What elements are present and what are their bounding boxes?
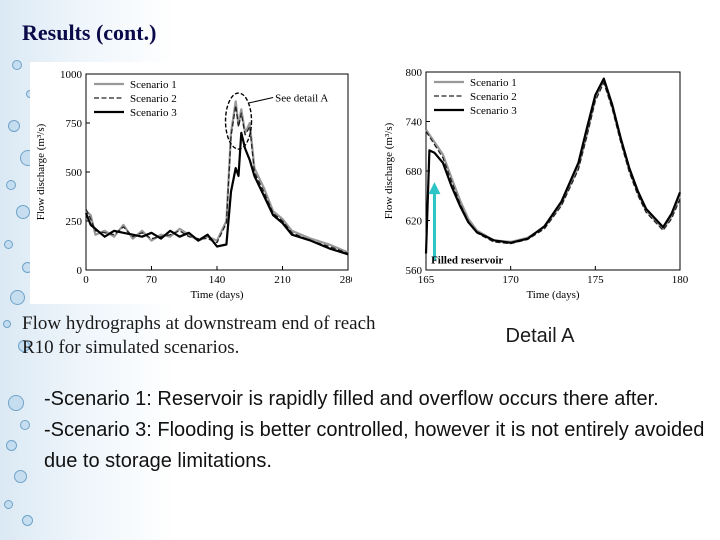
chart-detail-a: 165 170 175 180 560 620 680 740 800 Time (days) Fl…: [378, 62, 696, 304]
y-tick-label: 620: [406, 216, 423, 228]
series-line-1: [85, 100, 349, 254]
bullet-scenario-1: -Scenario 1: Reservoir is rapidly filled…: [44, 388, 659, 410]
y-tick-label: 0: [77, 265, 83, 277]
arrow-head: [428, 182, 441, 195]
slide-title: Results (cont.): [22, 20, 157, 45]
chart-flow-hydrograph-svg: 0 70 140 210 280 0 250 500 750 1000 Time (days) Flo…: [35, 69, 357, 301]
y-tick-label: 560: [406, 265, 423, 277]
bubble-decoration: [20, 420, 30, 430]
bubble-decoration: [18, 340, 30, 352]
bubble-decoration: [22, 515, 33, 526]
y-tick-label: 500: [66, 167, 83, 179]
bubble-decoration: [14, 470, 27, 483]
chart-flow-hydrograph: 0 70 140 210 280 0 250 500 750 1000 Time (days) Flo…: [30, 62, 357, 304]
series-line-3: [84, 131, 349, 256]
y-tick-label: 250: [66, 216, 83, 228]
x-tick-label: 70: [146, 274, 158, 286]
legend-label: Scenario 3: [130, 107, 177, 119]
series-line-1: [425, 79, 682, 243]
legend-label: Scenario 1: [470, 77, 517, 89]
bubble-decoration: [3, 320, 11, 328]
series-line-3: [424, 77, 682, 254]
legend-label: Scenario 2: [130, 93, 177, 105]
x-tick-label: 165: [418, 274, 435, 286]
detail-a-circle: [224, 92, 253, 150]
y-axis-label: Flow discharge (m³/s): [35, 123, 47, 220]
bullet-scenario-3: -Scenario 3: Flooding is better controll…: [44, 419, 705, 472]
y-tick-label: 680: [406, 166, 423, 178]
bubble-decoration: [16, 205, 30, 219]
legend-label: Scenario 2: [470, 91, 517, 103]
plot-frame: [425, 71, 681, 271]
series-line-2: [85, 104, 349, 254]
x-tick-label: 210: [274, 274, 291, 286]
annotation-leader-line: [248, 97, 274, 104]
bubble-decoration: [8, 395, 24, 411]
x-tick-label: 0: [83, 274, 89, 286]
y-tick-label: 750: [66, 118, 83, 130]
chart-detail-a-svg: 165 170 175 180 560 620 680 740 800 Time (days) Fl…: [383, 67, 689, 301]
x-tick-label: 280: [340, 274, 352, 286]
bubble-decoration: [4, 500, 13, 509]
x-tick-label: 170: [502, 274, 519, 286]
x-tick-label: 140: [209, 274, 226, 286]
x-axis-label: Time (days): [190, 289, 243, 301]
y-tick-label: 1000: [60, 69, 83, 81]
y-axis-label: Flow discharge (m³/s): [383, 122, 395, 219]
y-tick-label: 800: [406, 67, 423, 79]
bubble-decoration: [4, 240, 13, 249]
x-tick-label: 175: [587, 274, 604, 286]
x-tick-label: 180: [672, 274, 689, 286]
bubble-decoration: [6, 440, 17, 451]
bubble-decoration: [10, 290, 25, 305]
annotation-filled-reservoir: Filled reservoir: [431, 254, 503, 266]
bullet-list: -Scenario 1: Reservoir is rapidly filled…: [44, 384, 706, 477]
legend-label: Scenario 1: [130, 79, 177, 91]
bubble-decoration: [6, 180, 16, 190]
figure-caption: Flow hydrographs at downstream end of re…: [22, 313, 376, 358]
series-line-2: [425, 82, 681, 245]
detail-a-label: Detail A: [505, 325, 575, 347]
x-axis-label: Time (days): [526, 289, 579, 301]
y-tick-label: 740: [406, 117, 423, 129]
bubble-decoration: [8, 120, 20, 132]
annotation-see-detail-a: See detail A: [275, 93, 328, 105]
legend-label: Scenario 3: [470, 105, 517, 117]
bubble-decoration: [12, 60, 22, 70]
